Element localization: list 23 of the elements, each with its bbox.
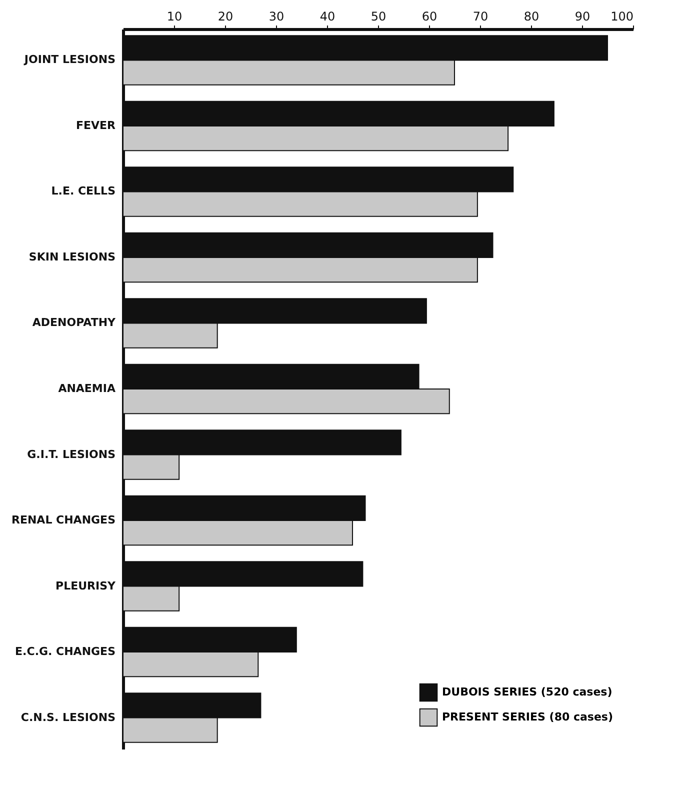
y-tick-label: RENAL CHANGES	[11, 514, 116, 527]
x-tick-label: 50	[370, 10, 386, 24]
y-tick-label: L.E. CELLS	[51, 184, 116, 198]
x-tick-label: 40	[320, 10, 336, 24]
legend-label: PRESENT SERIES (80 cases)	[442, 710, 613, 724]
x-tick-label: 100	[610, 10, 634, 24]
x-tick-label: 80	[524, 10, 540, 24]
y-tick-label: ADENOPATHY	[32, 316, 117, 330]
x-tick-label: 10	[166, 10, 182, 24]
y-tick-label: E.C.G. CHANGES	[15, 645, 116, 658]
y-tick-label: G.I.T. LESIONS	[27, 448, 116, 461]
x-tick-label: 70	[472, 10, 488, 24]
y-tick-label: ANAEMIA	[58, 382, 116, 395]
x-tick-label: 30	[268, 10, 284, 24]
y-tick-label: JOINT LESIONS	[23, 53, 116, 66]
x-tick-label: 20	[218, 10, 234, 24]
x-tick-label: 60	[422, 10, 438, 24]
y-tick-label: C.N.S. LESIONS	[20, 710, 116, 724]
y-tick-label: FEVER	[76, 118, 116, 132]
y-tick-label: SKIN LESIONS	[28, 250, 116, 264]
x-tick-label: 90	[574, 10, 590, 24]
y-tick-label: PLEURISY	[56, 579, 117, 592]
legend-label: DUBOIS SERIES (520 cases)	[442, 686, 612, 698]
